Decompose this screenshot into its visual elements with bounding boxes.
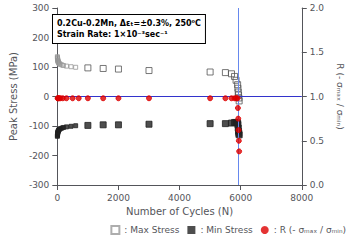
svg-text:6000: 6000 <box>229 193 252 203</box>
svg-text:0.5: 0.5 <box>310 136 324 146</box>
svg-text:0.2Cu-0.2Mn, Δεₜ=±0.3%, 250⁰C: 0.2Cu-0.2Mn, Δεₜ=±0.3%, 250⁰C <box>57 19 201 28</box>
svg-text:0.0: 0.0 <box>310 180 325 190</box>
svg-text:300: 300 <box>32 3 49 13</box>
svg-text:-100: -100 <box>29 121 50 131</box>
svg-text:2000: 2000 <box>107 193 130 203</box>
svg-text:0: 0 <box>54 193 60 203</box>
svg-text:0: 0 <box>44 92 50 102</box>
svg-text:200: 200 <box>32 33 49 43</box>
svg-text:-300: -300 <box>29 180 50 190</box>
svg-text:-200: -200 <box>29 151 50 161</box>
svg-text:8000: 8000 <box>290 193 313 203</box>
svg-text:4000: 4000 <box>168 193 191 203</box>
svg-text:: Min Stress: : Min Stress <box>200 225 253 235</box>
svg-text:1.0: 1.0 <box>310 92 325 102</box>
svg-text:100: 100 <box>32 62 49 72</box>
svg-text:R (- σₘₐₓ / σₘᵢₙ): R (- σₘₐₓ / σₘᵢₙ) <box>335 63 345 129</box>
svg-text:Number of Cycles (N): Number of Cycles (N) <box>126 206 233 217</box>
svg-text:Strain Rate: 1×10⁻³sec⁻¹: Strain Rate: 1×10⁻³sec⁻¹ <box>57 30 168 39</box>
svg-text:Peak Stress (MPa): Peak Stress (MPa) <box>8 52 19 141</box>
svg-text:: R (- σₘₐₓ / σₘᵢₙ): : R (- σₘₐₓ / σₘᵢₙ) <box>274 225 346 235</box>
svg-text:: Max Stress: : Max Stress <box>124 225 179 235</box>
svg-text:1.5: 1.5 <box>310 47 324 57</box>
svg-text:2.0: 2.0 <box>310 3 325 13</box>
